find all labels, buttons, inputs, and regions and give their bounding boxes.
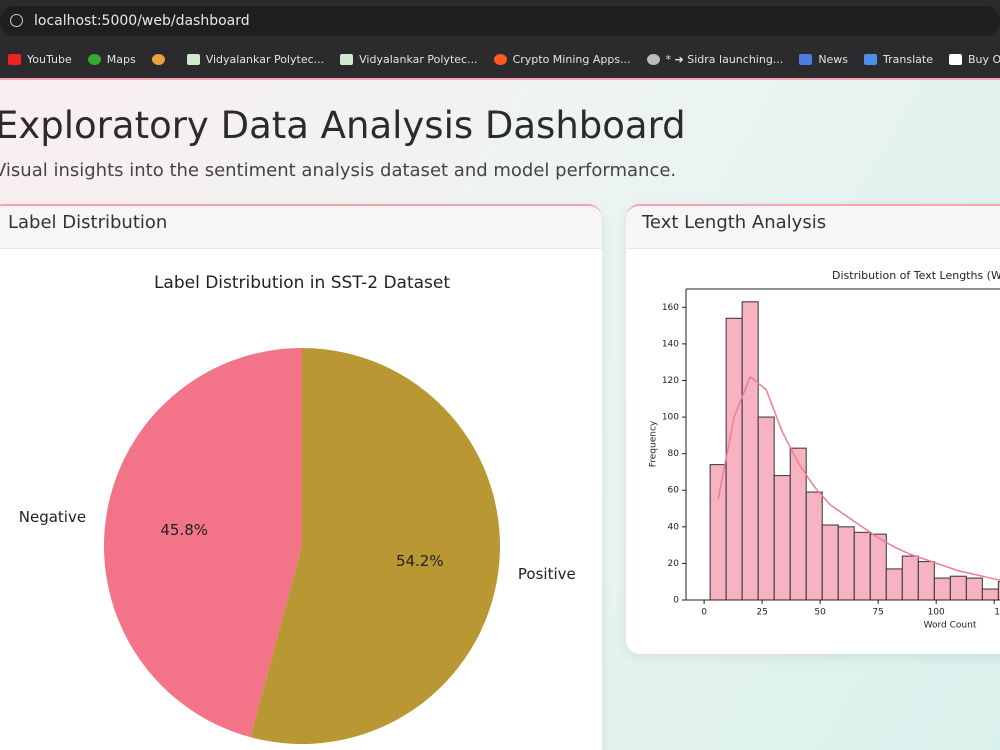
y-tick-label: 120 bbox=[662, 376, 679, 386]
histogram-bar bbox=[965, 577, 983, 601]
pie-slice bbox=[250, 348, 501, 744]
bookmark[interactable]: * ➜ Sidra launching... bbox=[646, 52, 784, 66]
chart-title: Label Distribution in SST-2 Dataset bbox=[154, 273, 450, 293]
bookmark-label: YouTube bbox=[27, 52, 72, 66]
histogram-bar bbox=[901, 555, 919, 601]
bookmark[interactable]: YouTube bbox=[8, 53, 72, 66]
bookmark[interactable]: Crypto Mining Apps... bbox=[493, 52, 631, 66]
histogram-bar bbox=[741, 301, 759, 601]
histogram-bar bbox=[709, 464, 727, 601]
x-tick-label: 50 bbox=[814, 608, 826, 618]
x-tick-label: 100 bbox=[928, 608, 945, 618]
value-label: 54.2% bbox=[396, 552, 444, 570]
bookmark-label: Buy Onion c bbox=[968, 52, 1000, 66]
histogram-bar bbox=[805, 491, 823, 601]
bookmark-label: Crypto Mining Apps... bbox=[512, 52, 631, 66]
histogram-bar bbox=[853, 531, 871, 601]
bookmark[interactable]: Vidyalankar Polytec... bbox=[340, 52, 478, 66]
kde-line bbox=[717, 375, 1000, 582]
pie-slice bbox=[104, 348, 302, 738]
bookmark-label: Vidyalankar Polytec... bbox=[205, 52, 325, 66]
y-tick-label: 140 bbox=[662, 339, 679, 349]
x-axis-label: Word Count bbox=[924, 621, 977, 631]
x-tick-label: 25 bbox=[756, 608, 767, 618]
x-tick-label: 75 bbox=[872, 608, 883, 618]
histogram-bar bbox=[933, 577, 951, 601]
page-subtitle: Visual insights into the sentiment analy… bbox=[0, 160, 677, 181]
histogram-bar bbox=[725, 317, 743, 601]
bookmark[interactable]: Translate bbox=[864, 53, 933, 66]
bookmark-label: Translate bbox=[883, 52, 933, 66]
histogram-bar bbox=[997, 581, 1000, 601]
y-tick-label: 80 bbox=[668, 449, 680, 459]
y-tick-label: 60 bbox=[668, 486, 680, 496]
histogram-bar bbox=[981, 588, 999, 601]
slice-label: Positive bbox=[518, 565, 576, 583]
histogram-bar bbox=[773, 475, 791, 601]
card-title: Text Length Analysis bbox=[626, 206, 1000, 249]
histogram-bar bbox=[949, 575, 967, 601]
site-info-icon[interactable] bbox=[10, 14, 23, 27]
slice-label: Negative bbox=[19, 508, 86, 526]
bookmark-label: Vidyalankar Polytec... bbox=[359, 52, 478, 66]
y-tick-label: 20 bbox=[668, 559, 680, 569]
y-axis-label: Frequency bbox=[649, 420, 659, 467]
x-tick-label: 0 bbox=[701, 608, 707, 618]
page-title: Exploratory Data Analysis Dashboard bbox=[0, 104, 686, 147]
y-tick-label: 0 bbox=[673, 596, 679, 606]
bookmark[interactable]: Vidyalankar Polytec... bbox=[186, 52, 325, 66]
bookmark[interactable]: Buy Onion c bbox=[949, 53, 1000, 66]
y-tick-label: 40 bbox=[668, 522, 680, 532]
histogram-bar bbox=[821, 524, 839, 601]
y-tick-label: 100 bbox=[662, 413, 679, 423]
bookmark[interactable] bbox=[151, 53, 171, 65]
bookmark-label: News bbox=[818, 52, 849, 66]
bookmarks-bar: YouTube Maps Vidyalankar Polytec... Vidy… bbox=[0, 40, 1000, 80]
histogram-bar bbox=[757, 416, 775, 601]
chart-title: Distribution of Text Lengths (W bbox=[832, 269, 1000, 282]
value-label: 45.8% bbox=[160, 521, 208, 539]
bookmark-label: Maps bbox=[106, 52, 136, 66]
address-bar[interactable]: localhost:5000/web/dashboard bbox=[0, 6, 1000, 36]
card-title: Label Distribution bbox=[0, 206, 602, 249]
histogram-bar bbox=[885, 568, 903, 601]
browser-toolbar: localhost:5000/web/dashboard bbox=[0, 0, 1000, 40]
histogram-bar bbox=[837, 526, 855, 601]
histogram-bar bbox=[869, 533, 887, 601]
bookmark[interactable]: News bbox=[799, 53, 848, 66]
bookmark-label: * ➜ Sidra launching... bbox=[665, 52, 784, 66]
y-tick-label: 160 bbox=[662, 303, 679, 313]
histogram-bar bbox=[917, 561, 935, 601]
url-text: localhost:5000/web/dashboard bbox=[34, 13, 250, 29]
bookmark[interactable]: Maps bbox=[87, 52, 136, 66]
x-tick-label: 12 bbox=[994, 608, 1000, 618]
